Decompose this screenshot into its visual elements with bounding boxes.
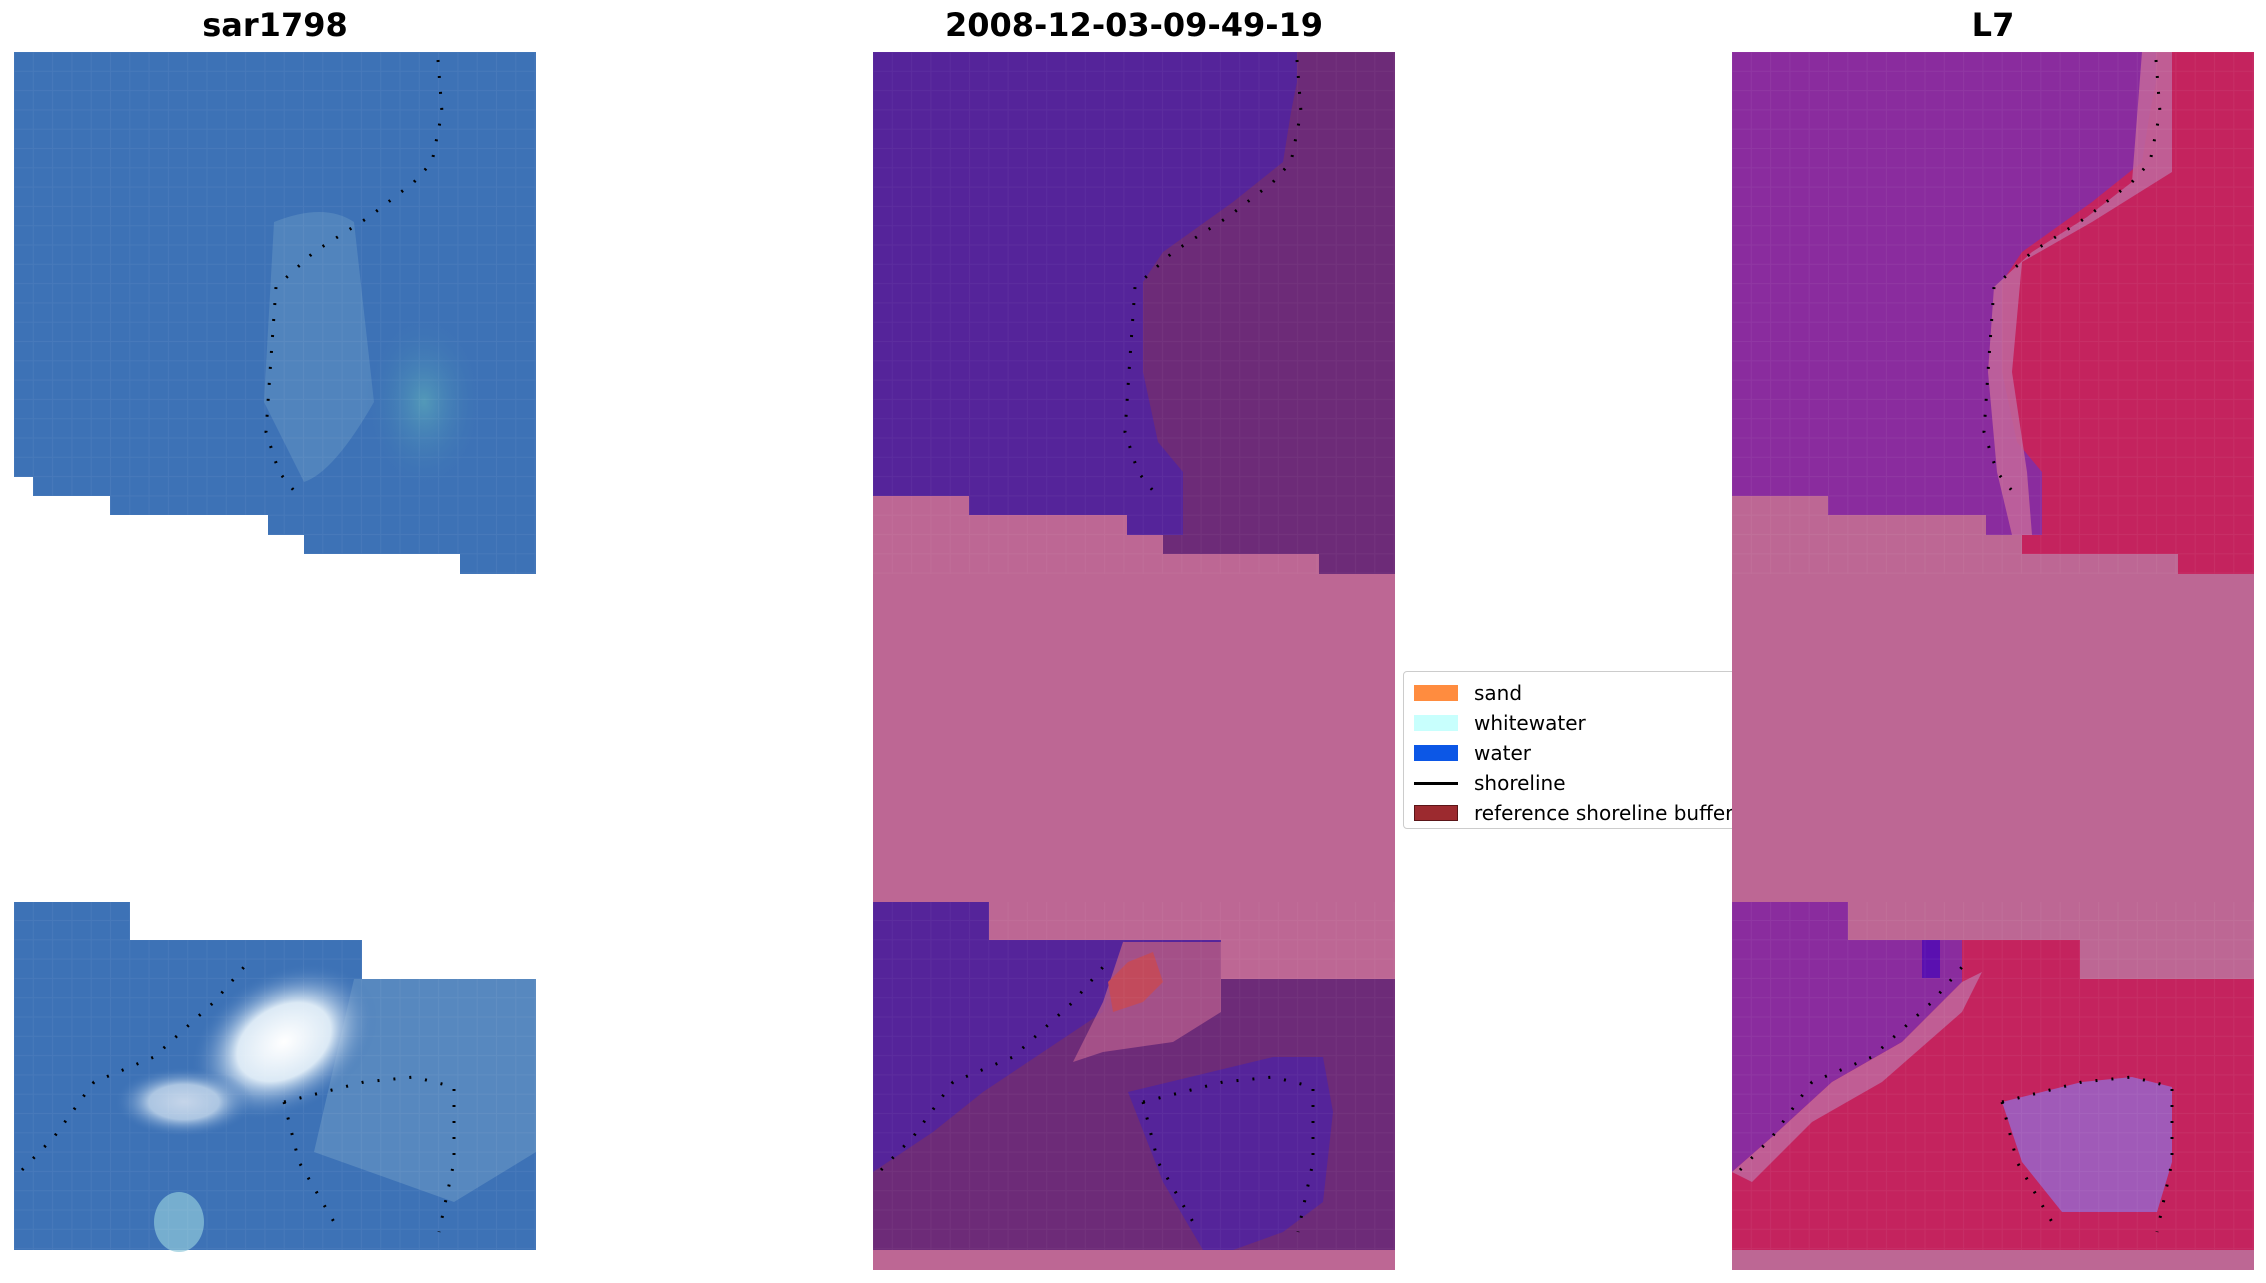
legend-item-reference-buffer: reference shoreline buffer — [1414, 798, 1738, 828]
index-image — [1732, 52, 2254, 1270]
legend-label: reference shoreline buffer — [1474, 801, 1734, 825]
whitewater-swatch — [1414, 715, 1458, 731]
classification-image — [873, 52, 1395, 1270]
legend: sand whitewater water shoreline referenc… — [1403, 671, 1749, 829]
legend-item-whitewater: whitewater — [1414, 708, 1738, 738]
water-swatch — [1414, 745, 1458, 761]
shoreline-line-swatch — [1414, 781, 1458, 785]
index-panel — [1732, 52, 2254, 1270]
legend-label: sand — [1474, 681, 1523, 705]
panel-title-classification: 2008-12-03-09-49-19 — [944, 6, 1324, 44]
rgb-image — [14, 52, 536, 1252]
rgb-image-panel — [14, 52, 536, 1270]
buffer-swatch — [1414, 805, 1458, 821]
panel-title-rgb: sar1798 — [202, 6, 348, 44]
panel-title-index: L7 — [1971, 6, 2015, 44]
legend-item-sand: sand — [1414, 678, 1738, 708]
legend-label: whitewater — [1474, 711, 1586, 735]
legend-label: shoreline — [1474, 771, 1566, 795]
legend-item-water: water — [1414, 738, 1738, 768]
legend-item-shoreline: shoreline — [1414, 768, 1738, 798]
sand-swatch — [1414, 685, 1458, 701]
classification-panel — [873, 52, 1395, 1270]
legend-label: water — [1474, 741, 1531, 765]
